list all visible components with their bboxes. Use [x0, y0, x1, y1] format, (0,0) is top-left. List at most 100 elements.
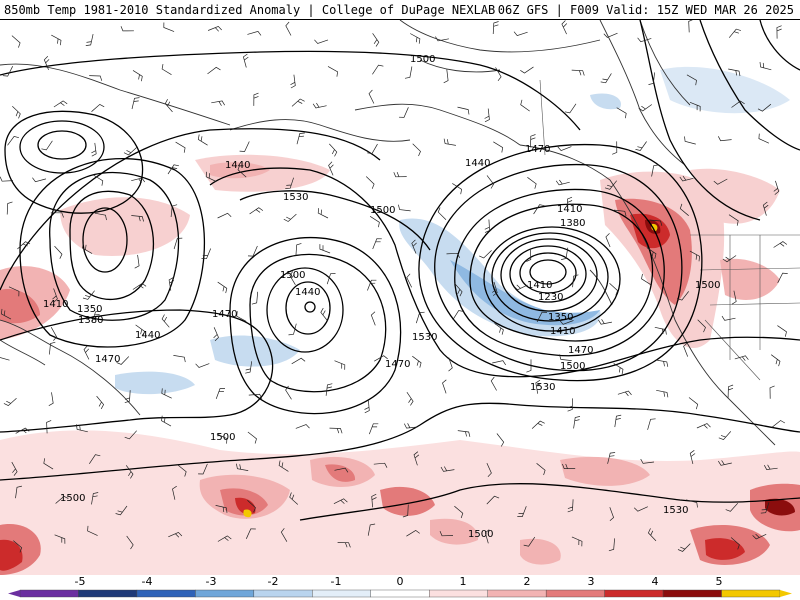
- wind-barb: [314, 39, 329, 44]
- wind-barb: [249, 207, 264, 215]
- wind-barb: [247, 499, 256, 513]
- wind-barb: [290, 74, 296, 89]
- wind-barb: [676, 291, 689, 301]
- wind-barb: [201, 248, 212, 260]
- colorbar-cell: [195, 589, 255, 598]
- wind-barb: [217, 212, 232, 219]
- wind-barb: [326, 273, 336, 285]
- wind-barb: [11, 461, 18, 476]
- wind-barb: [718, 431, 732, 441]
- wind-barb: [557, 146, 572, 152]
- wind-barb: [320, 307, 328, 322]
- wind-barb: [559, 354, 572, 361]
- wind-barb: [96, 395, 105, 410]
- wind-barb: [571, 69, 585, 76]
- wind-barb: [46, 420, 52, 434]
- colorbar-cell: [429, 589, 488, 598]
- wind-barb: [173, 237, 183, 250]
- wind-barb: [759, 62, 772, 71]
- wind-barb: [83, 345, 90, 360]
- wind-barb: [722, 255, 737, 263]
- wind-barb: [289, 271, 296, 285]
- contour-label: 1530: [530, 382, 555, 393]
- wind-barb: [251, 291, 259, 305]
- wind-barb: [520, 66, 534, 74]
- wind-barb: [637, 37, 652, 43]
- wind-barb: [493, 141, 504, 153]
- wind-barb: [372, 238, 382, 250]
- wind-barb: [1, 308, 12, 320]
- wind-barb: [120, 26, 134, 32]
- wind-barb: [616, 107, 627, 119]
- wind-barb: [43, 56, 50, 71]
- contour-label: 1500: [560, 361, 585, 372]
- colorbar-cell: [19, 589, 79, 598]
- contour-label: 1500: [60, 493, 85, 504]
- wind-barb: [604, 180, 617, 190]
- wind-barb: [605, 233, 611, 248]
- wind-barb: [613, 209, 627, 217]
- warm-anomaly-area: [380, 486, 435, 516]
- wind-barb: [7, 135, 19, 146]
- contour-label: 1530: [412, 332, 437, 343]
- warm-anomaly-area: [520, 538, 561, 565]
- cold-anomaly-area: [399, 218, 601, 337]
- wind-barb: [573, 416, 581, 429]
- wind-barb: [686, 499, 698, 508]
- wind-barb: [443, 138, 456, 146]
- wind-barb: [15, 427, 30, 434]
- wind-barb: [561, 247, 569, 260]
- wind-barb: [48, 392, 54, 407]
- wind-barb: [134, 254, 140, 269]
- wind-barb: [285, 21, 292, 36]
- wind-barb: [457, 106, 470, 115]
- wind-barb: [677, 543, 691, 552]
- wind-barb: [513, 284, 528, 291]
- wind-barb: [689, 101, 701, 112]
- colorbar-cell: [604, 589, 664, 598]
- wind-barb: [598, 319, 612, 325]
- wind-barb: [91, 311, 101, 323]
- wind-barb: [0, 176, 14, 182]
- wind-barb: [684, 136, 696, 145]
- wind-barb: [758, 133, 770, 144]
- colorbar-tick-label: 4: [651, 575, 659, 588]
- warm-anomaly-area: [0, 289, 40, 324]
- colorbar-cell: [662, 589, 722, 598]
- wind-barb: [600, 73, 612, 84]
- wind-barb: [52, 288, 58, 303]
- wind-barb: [559, 320, 574, 325]
- wind-barb: [0, 357, 10, 361]
- contour-label: 1470: [385, 359, 410, 370]
- wind-barb: [448, 357, 453, 372]
- wind-barb: [486, 495, 500, 505]
- wind-barb: [124, 390, 131, 404]
- wind-barb: [325, 383, 333, 396]
- wind-barb: [161, 64, 172, 75]
- wind-barb: [526, 248, 532, 262]
- wind-barb: [731, 290, 737, 305]
- wind-barb: [435, 36, 449, 42]
- wind-barb: [365, 176, 375, 189]
- wind-barb: [198, 463, 208, 475]
- wind-barb: [398, 107, 409, 118]
- wind-barb: [50, 327, 58, 341]
- wind-barb: [161, 415, 172, 427]
- warm-anomaly-area: [235, 497, 256, 515]
- wind-barb: [517, 506, 527, 517]
- wind-barb: [730, 537, 740, 550]
- extreme-anomaly-area: [243, 509, 252, 518]
- wind-barb: [124, 430, 137, 440]
- wind-barb: [607, 452, 616, 464]
- wind-barb: [564, 103, 577, 114]
- wind-barb: [713, 178, 728, 185]
- wind-barb: [51, 34, 62, 46]
- wind-barb: [280, 528, 288, 542]
- wind-barb: [370, 311, 376, 326]
- title-bar: 850mb Temp 1981-2010 Standardized Anomal…: [0, 0, 800, 20]
- wind-barb: [2, 66, 14, 77]
- colorbar-tick-label: -5: [74, 575, 86, 588]
- wind-barb: [763, 464, 778, 470]
- contour-label: 1470: [568, 345, 593, 356]
- wind-barb: [762, 201, 769, 216]
